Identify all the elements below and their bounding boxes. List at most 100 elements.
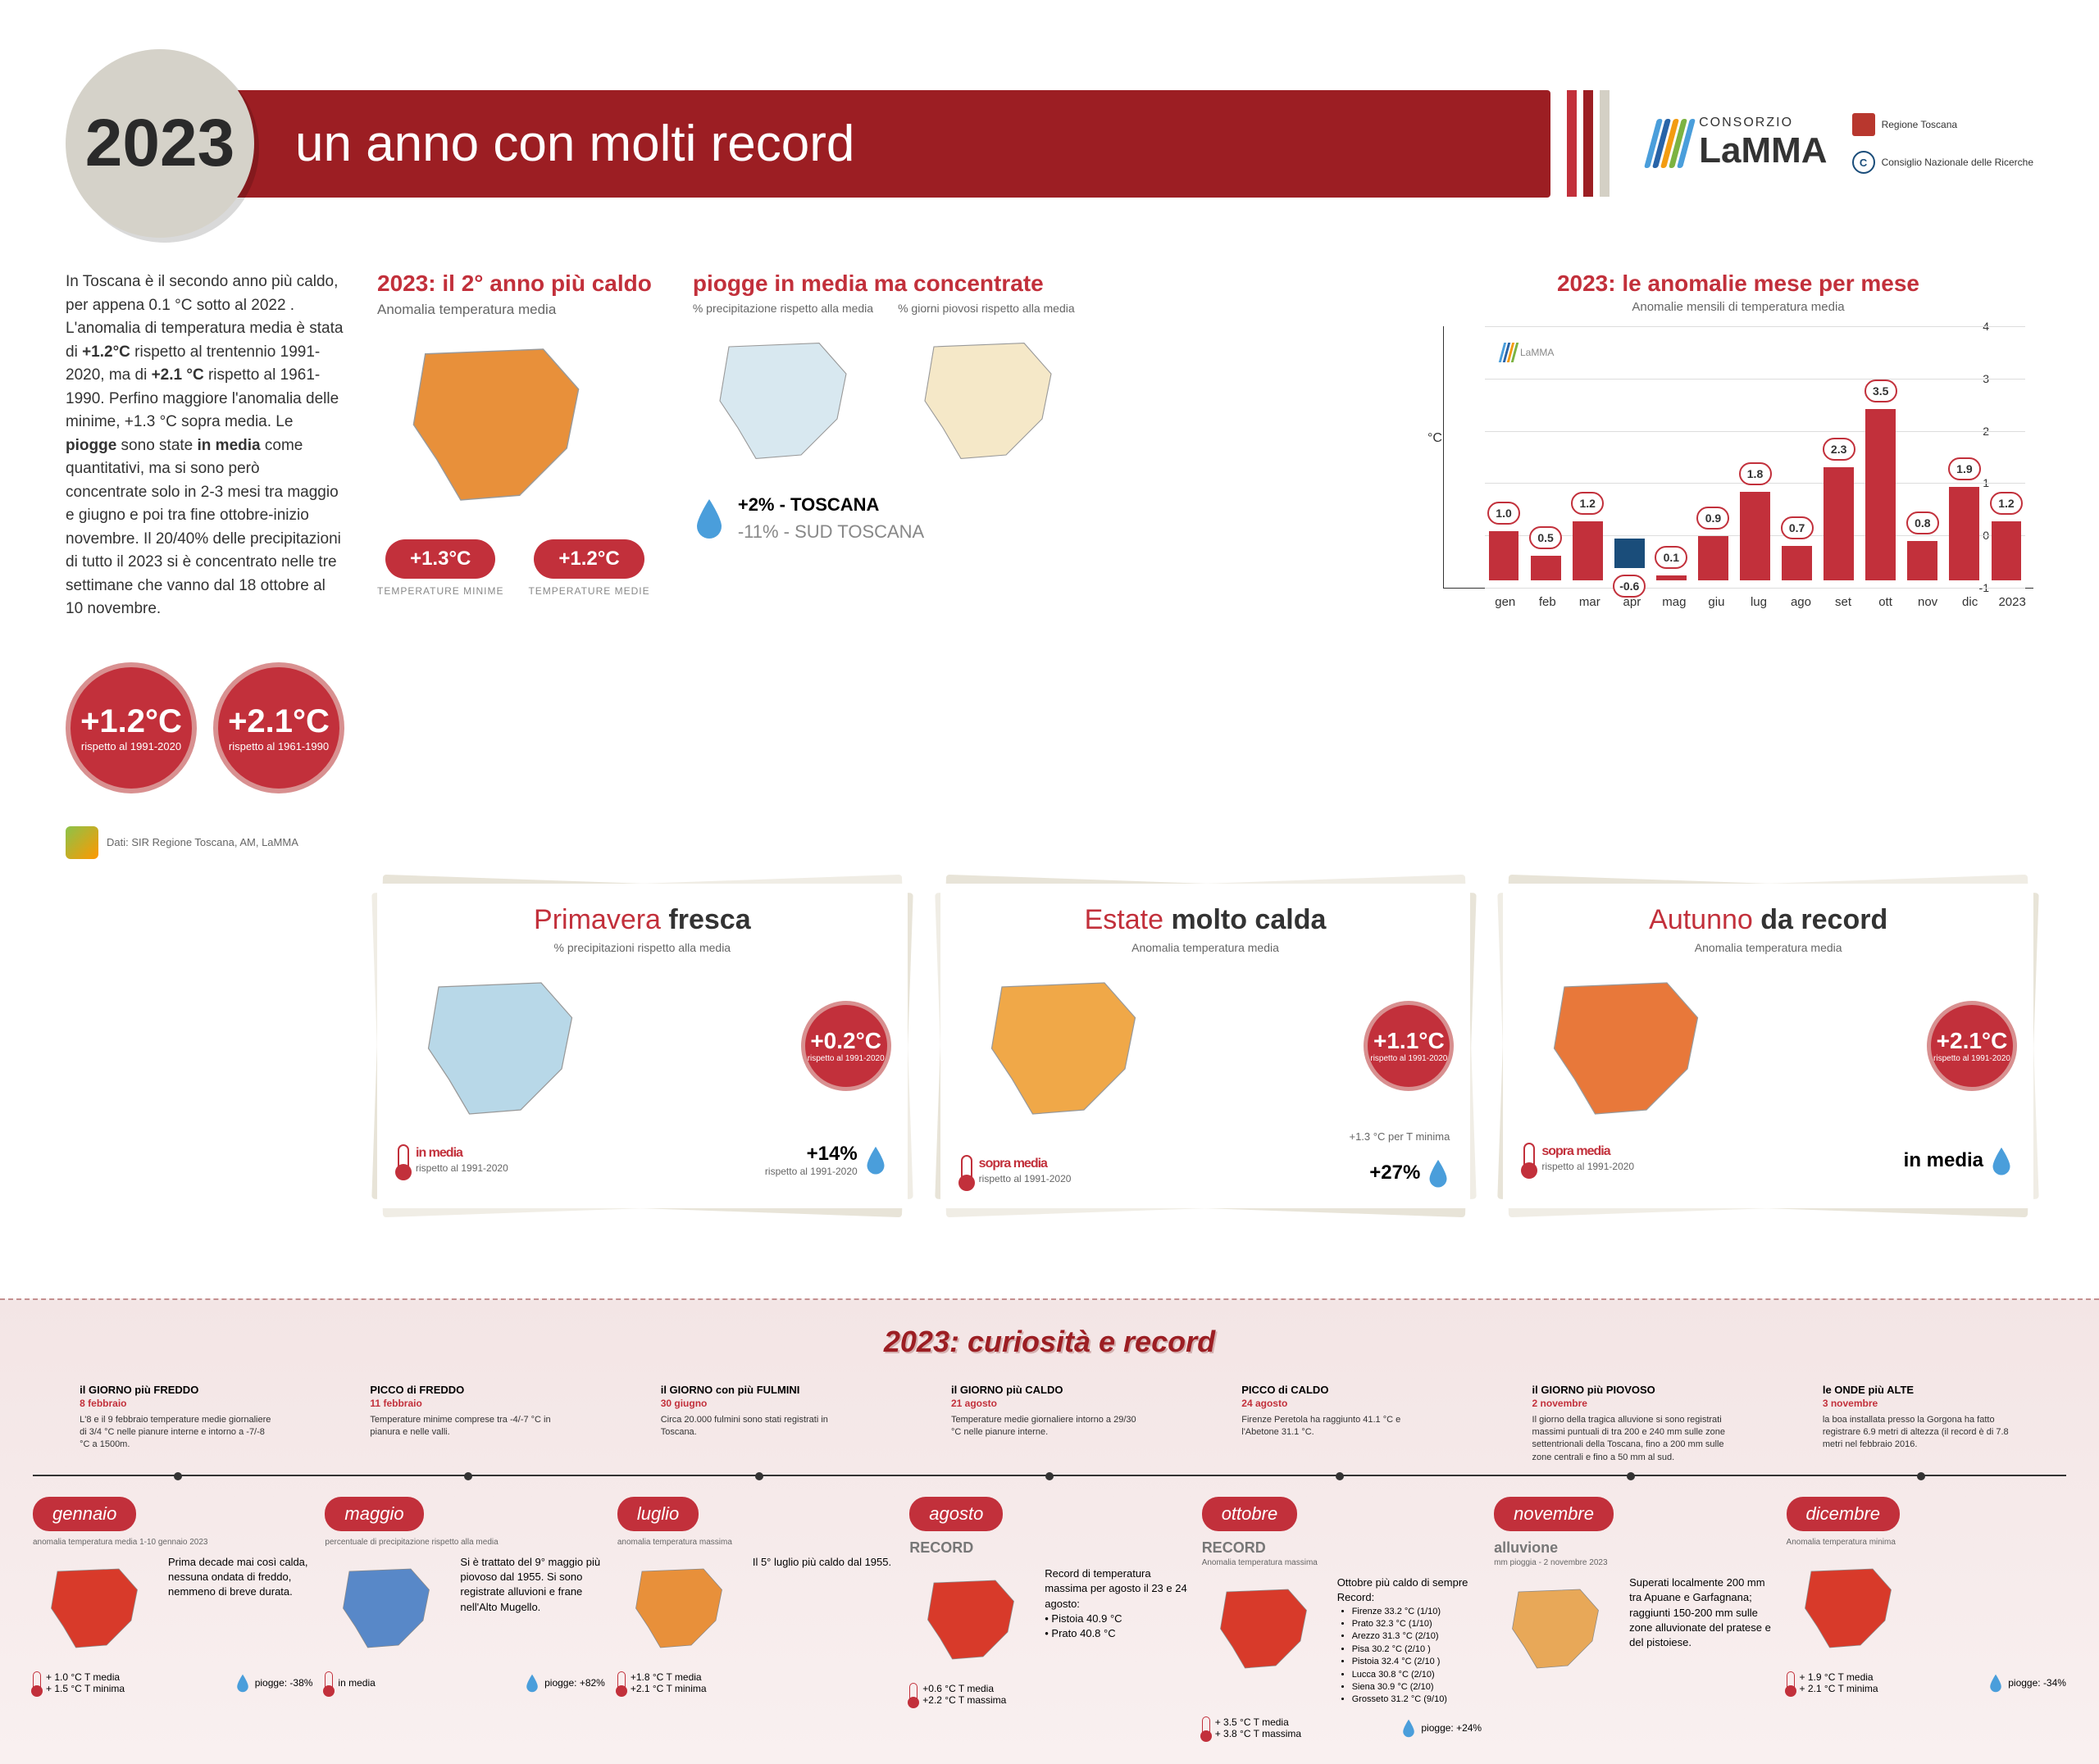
avg-temp-pill: +1.2°CTEMPERATURE MEDIE: [528, 539, 649, 597]
thermometer-icon: [909, 1683, 917, 1706]
month-card-ottobre: ottobre RECORD Anomalia temperatura mass…: [1202, 1497, 1482, 1739]
chart-subtitle: Anomalie mensili di temperatura media: [1443, 300, 2033, 314]
min-temp-pill: +1.3°CTEMPERATURE MINIME: [377, 539, 503, 597]
season-card-2: Autunno da record Anomalia temperatura m…: [1503, 884, 2033, 1208]
month-temp-stat: +0.6 °C T media +2.2 °C T massima: [909, 1683, 1006, 1706]
warmest-subtitle: Anomalia temperatura media: [377, 302, 652, 318]
month-map: [33, 1555, 156, 1662]
timeline-event: le ONDE più ALTE 3 novembre la boa insta…: [1823, 1384, 2019, 1465]
month-card-luglio: luglio anomalia temperatura massima Il 5…: [617, 1497, 897, 1739]
chart-title: 2023: le anomalie mese per mese: [1443, 271, 2033, 297]
precip-map-1: [693, 327, 873, 475]
month-name-pill: dicembre: [1787, 1497, 1900, 1531]
intro-text: In Toscana è il secondo anno più caldo, …: [66, 271, 344, 621]
tuscany-anomaly-map: [377, 330, 615, 519]
month-rain-stat: piogge: +82%: [525, 1673, 605, 1693]
thermometer-icon: [325, 1671, 333, 1694]
lamma-consorzio-label: CONSORZIO: [1699, 116, 1827, 130]
x-label: 2023: [1991, 595, 2033, 609]
timeline-event: PICCO di FREDDO 11 febbraio Temperature …: [370, 1384, 567, 1465]
thermometer-stat: sopra mediarispetto al 1991-2020: [961, 1155, 1072, 1188]
timeline-section: 2023: curiosità e record il GIORNO più F…: [0, 1298, 2099, 1764]
month-rain-stat: piogge: -34%: [1988, 1673, 2066, 1693]
bar-value: 0.9: [1696, 507, 1729, 530]
bar-ott: 3.5: [1862, 343, 1900, 588]
timeline-event: il GIORNO con più FULMINI 30 giugno Circ…: [661, 1384, 858, 1465]
thermometer-icon: [617, 1671, 626, 1694]
bar-apr: -0.6: [1610, 343, 1648, 588]
x-label: mar: [1569, 595, 1611, 609]
anomaly-badge-1961-1990: +2.1°C rispetto al 1961-1990: [213, 662, 344, 793]
month-card-agosto: agosto RECORD Record di temperatura mass…: [909, 1497, 1189, 1739]
month-card-maggio: maggio percentuale di precipitazione ris…: [325, 1497, 604, 1739]
bar-set: 2.3: [1820, 343, 1858, 588]
x-label: mag: [1653, 595, 1696, 609]
lamma-name: LaMMA: [1699, 130, 1827, 171]
bar-value: 1.9: [1948, 457, 1981, 480]
precipitation-stat: +27%: [1369, 1158, 1450, 1188]
precipitation-block: piogge in media ma concentrate % precipi…: [693, 271, 1078, 859]
page-title: un anno con molti record: [221, 90, 1550, 198]
logo-group: CONSORZIO LaMMA Regione Toscana CConsigl…: [1651, 113, 2033, 174]
month-map: [1787, 1555, 1910, 1662]
month-name-pill: agosto: [909, 1497, 1003, 1531]
month-temp-stat: + 3.5 °C T media + 3.8 °C T massima: [1202, 1716, 1301, 1739]
precipitation-stat: +14%rispetto al 1991-2020: [765, 1143, 887, 1177]
drop-icon: [1990, 1146, 2013, 1175]
drop-icon: [1988, 1673, 2003, 1693]
precip-sub1: % precipitazione rispetto alla media: [693, 302, 873, 315]
timeline-event: PICCO di CALDO 24 agosto Firenze Peretol…: [1241, 1384, 1438, 1465]
x-label: giu: [1696, 595, 1738, 609]
month-map: [909, 1566, 1032, 1673]
month-rain-stat: piogge: +24%: [1401, 1718, 1482, 1738]
timeline-title: 2023: curiosità e record: [33, 1325, 2066, 1359]
season-map: [961, 966, 1166, 1130]
x-label: gen: [1484, 595, 1527, 609]
drop-icon: [693, 498, 726, 539]
data-source: Dati: SIR Regione Toscana, AM, LaMMA: [66, 826, 344, 859]
bar-value: 0.5: [1529, 526, 1562, 549]
header: 2023 un anno con molti record CONSORZIO …: [66, 49, 2033, 238]
drop-icon: [525, 1673, 540, 1693]
month-name-pill: maggio: [325, 1497, 423, 1531]
x-label: ott: [1865, 595, 1907, 609]
lamma-logo: CONSORZIO LaMMA: [1651, 116, 1827, 171]
month-card-novembre: novembre alluvione mm pioggia - 2 novemb…: [1494, 1497, 1773, 1739]
bar-2023: 1.2: [1987, 343, 2025, 588]
thermometer-icon: [1202, 1716, 1210, 1739]
timeline-event: il GIORNO più PIOVOSO 2 novembre Il gior…: [1532, 1384, 1729, 1465]
seasons-row: Primavera fresca % precipitazioni rispet…: [377, 884, 2033, 1208]
bar-value: 1.2: [1571, 492, 1604, 515]
bar-value: 1.8: [1739, 462, 1772, 485]
x-label: feb: [1527, 595, 1569, 609]
month-card-dicembre: dicembre Anomalia temperatura minima + 1…: [1787, 1497, 2066, 1739]
x-label: set: [1822, 595, 1865, 609]
thermometer-icon: [33, 1671, 41, 1694]
month-card-gennaio: gennaio anomalia temperatura media 1-10 …: [33, 1497, 312, 1739]
bar-value: 0.7: [1781, 516, 1814, 539]
bar-value: -0.6: [1613, 575, 1646, 598]
bar-value: 0.1: [1655, 546, 1687, 569]
x-label: nov: [1906, 595, 1949, 609]
decorative-stripes: [1567, 90, 1610, 197]
y-axis-label: °C: [1427, 431, 1442, 446]
x-axis-labels: genfebmaraprmaggiulugagosetottnovdic2023: [1443, 595, 2033, 609]
season-anomaly-badge: +2.1°Crispetto al 1991-2020: [1927, 1001, 2017, 1091]
warmest-title: 2023: il 2° anno più caldo: [377, 271, 652, 297]
timeline-event: il GIORNO più FREDDO 8 febbraio L'8 e il…: [80, 1384, 276, 1465]
x-label: lug: [1737, 595, 1780, 609]
month-name-pill: gennaio: [33, 1497, 136, 1531]
season-anomaly-badge: +0.2°Crispetto al 1991-2020: [801, 1001, 891, 1091]
precip-title: piogge in media ma concentrate: [693, 271, 1078, 297]
monthly-chart-block: 2023: le anomalie mese per mese Anomalie…: [1443, 271, 2033, 859]
bar-nov: 0.8: [1904, 343, 1942, 588]
bar-ago: 0.7: [1778, 343, 1816, 588]
cnr-logo: CConsiglio Nazionale delle Ricerche: [1852, 151, 2033, 174]
x-label: dic: [1949, 595, 1992, 609]
drop-icon: [864, 1145, 887, 1175]
bar-value: 1.2: [1990, 492, 2023, 515]
bar-feb: 0.5: [1527, 343, 1564, 588]
season-map: [398, 966, 603, 1130]
thermometer-icon: [1787, 1671, 1795, 1694]
timeline-months: gennaio anomalia temperatura media 1-10 …: [33, 1497, 2066, 1739]
